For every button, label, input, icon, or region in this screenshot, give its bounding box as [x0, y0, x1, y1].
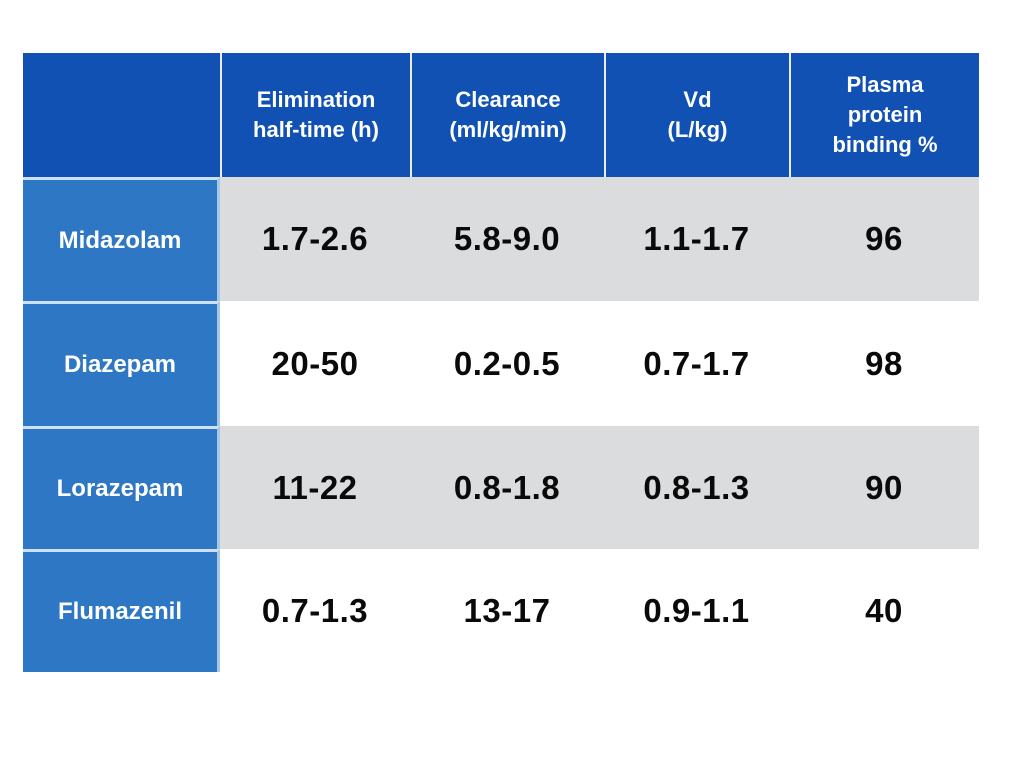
cell-flumazenil-half-time: 0.7-1.3	[220, 549, 410, 672]
cell-diazepam-clearance: 0.2-0.5	[410, 301, 604, 426]
cell-diazepam-binding: 98	[789, 301, 979, 426]
header-cell-clearance: Clearance (ml/kg/min)	[410, 53, 604, 177]
cell-lorazepam-half-time: 11-22	[220, 426, 410, 549]
cell-diazepam-half-time: 20-50	[220, 301, 410, 426]
row-label-diazepam: Diazepam	[23, 301, 220, 426]
cell-midazolam-half-time: 1.7-2.6	[220, 177, 410, 301]
cell-lorazepam-binding: 90	[789, 426, 979, 549]
cell-diazepam-vd: 0.7-1.7	[604, 301, 789, 426]
header-cell-elimination-half-time: Elimination half-time (h)	[220, 53, 410, 177]
cell-flumazenil-vd: 0.9-1.1	[604, 549, 789, 672]
cell-midazolam-clearance: 5.8-9.0	[410, 177, 604, 301]
cell-lorazepam-clearance: 0.8-1.8	[410, 426, 604, 549]
row-label-flumazenil: Flumazenil	[23, 549, 220, 672]
row-label-lorazepam: Lorazepam	[23, 426, 220, 549]
header-cell-empty	[23, 53, 220, 177]
cell-lorazepam-vd: 0.8-1.3	[604, 426, 789, 549]
cell-flumazenil-binding: 40	[789, 549, 979, 672]
header-cell-plasma-protein-binding: Plasma protein binding %	[789, 53, 979, 177]
row-label-midazolam: Midazolam	[23, 177, 220, 301]
cell-midazolam-vd: 1.1-1.7	[604, 177, 789, 301]
cell-flumazenil-clearance: 13-17	[410, 549, 604, 672]
pharmacokinetics-table: Elimination half-time (h) Clearance (ml/…	[23, 53, 979, 672]
cell-midazolam-binding: 96	[789, 177, 979, 301]
header-cell-vd: Vd (L/kg)	[604, 53, 789, 177]
